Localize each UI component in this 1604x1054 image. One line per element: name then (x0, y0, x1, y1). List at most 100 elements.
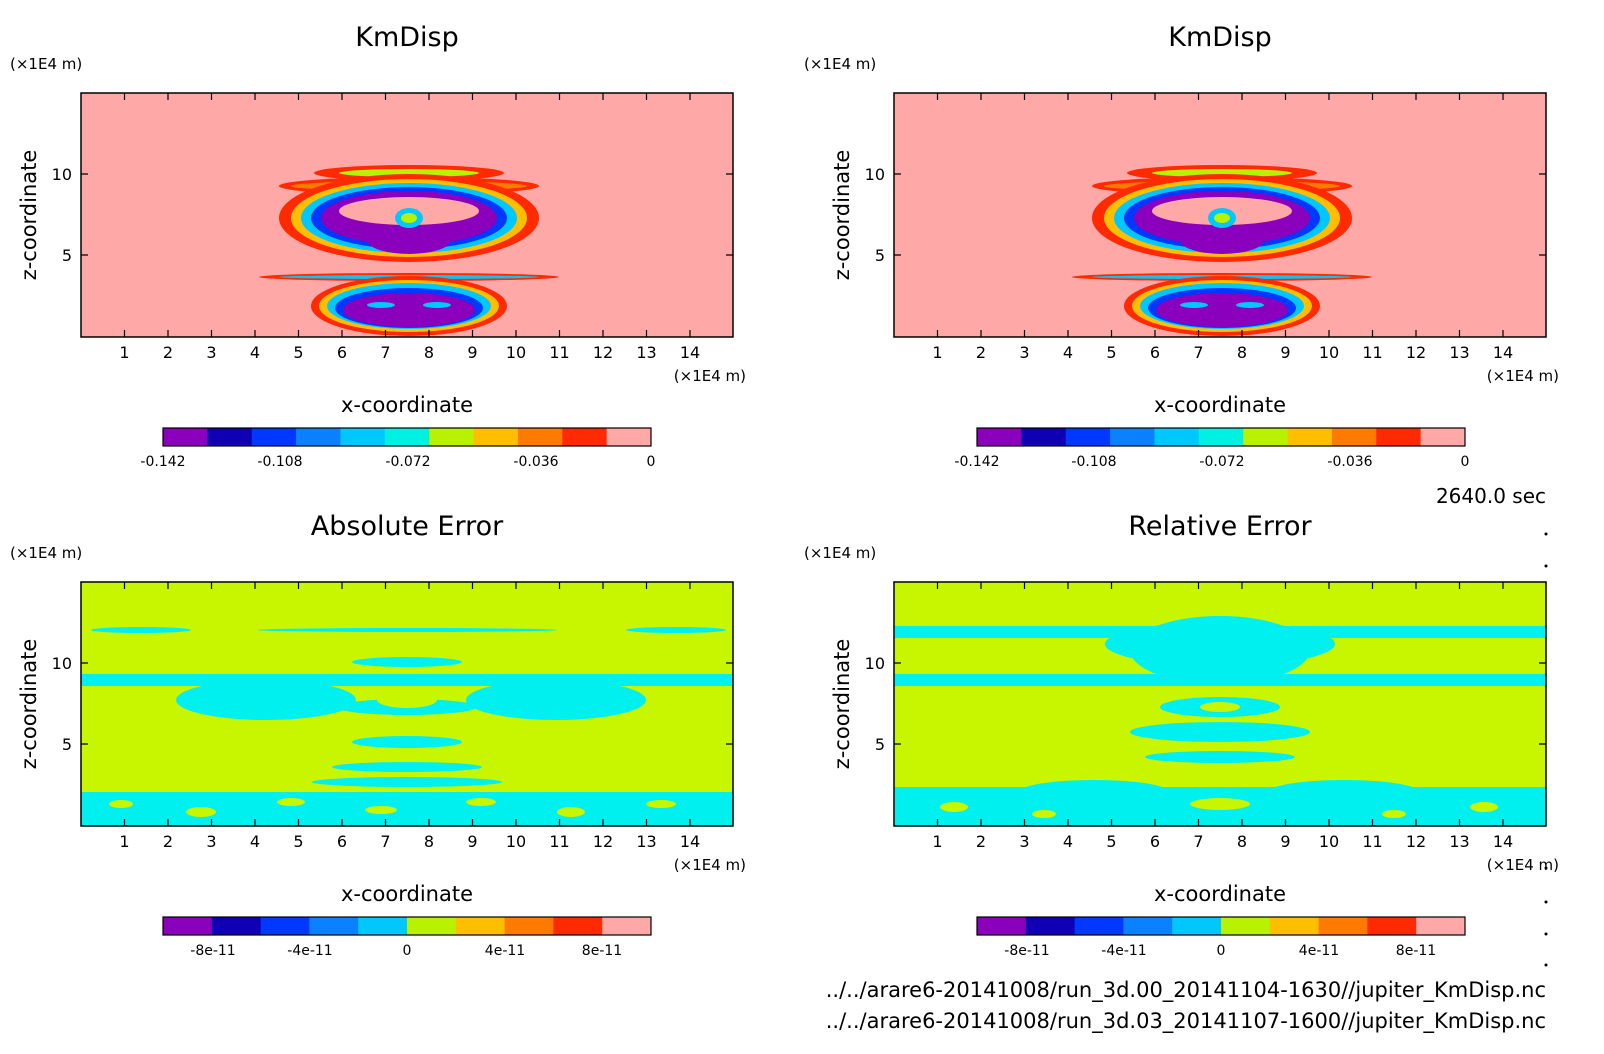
colorbar-frame (162, 427, 652, 447)
x-axis-label: x-coordinate (1154, 393, 1286, 417)
colorbar-swatch (1198, 428, 1244, 446)
colorbar-swatches (976, 916, 1466, 936)
x-tick-label: 13 (636, 343, 656, 362)
colorbar-swatch (977, 917, 1027, 935)
y-tick-label: 5 (62, 246, 72, 265)
y-tick-label: 5 (875, 246, 885, 265)
y-axis-label: z-coordinate (830, 639, 854, 770)
x-tick-label: 7 (1193, 343, 1203, 362)
colorbar-tick-label: -0.036 (513, 454, 558, 470)
colorbar-tick-label: -0.072 (1199, 454, 1244, 470)
colorbar-swatch (1331, 428, 1377, 446)
y-tick-label: 10 (865, 654, 885, 673)
x-tick-label: 9 (467, 343, 477, 362)
colorbar-swatch (1172, 917, 1222, 935)
x-tick-label: 6 (1150, 343, 1160, 362)
x-tick-label: 6 (337, 832, 347, 851)
panel-kmdisp-left: KmDisp (×1E4 m) (10, 22, 746, 470)
x-tick-label: 10 (506, 832, 526, 851)
colorbar-tick-label: -8e-11 (1004, 943, 1049, 959)
colorbar-tick-label: -0.108 (257, 454, 302, 470)
colorbar-swatch (1269, 917, 1320, 935)
y-axis-label: z-coordinate (17, 639, 41, 770)
x-tick-label: 10 (1319, 343, 1339, 362)
colorbar-frame (976, 427, 1466, 447)
colorbar-swatch (429, 428, 475, 446)
colorbar-swatch (1021, 428, 1067, 446)
x-tick-label: 2 (976, 343, 986, 362)
x-tick-label: 2 (163, 832, 173, 851)
colorbar-swatch (455, 917, 506, 935)
colorbar-swatch (517, 428, 563, 446)
colorbar-tick-label: 0 (1461, 454, 1470, 470)
margin-dots (1544, 532, 1548, 967)
x-tick-label: 10 (1319, 832, 1339, 851)
chart-title: Relative Error (1128, 511, 1312, 542)
x-unit-label: (×1E4 m) (1487, 856, 1559, 874)
colorbar-swatch (296, 428, 341, 446)
x-tick-label: 12 (1406, 832, 1426, 851)
x-axis-label: x-coordinate (1154, 882, 1286, 906)
colorbar-swatch (602, 917, 652, 935)
panel-relative-error: Relative Error (×1E4 m) (804, 511, 1559, 959)
x-tick-label: 12 (593, 343, 613, 362)
y-unit-label: (×1E4 m) (10, 55, 82, 73)
colorbar-swatch (473, 428, 519, 446)
x-tick-label: 5 (1106, 832, 1116, 851)
x-tick-label: 6 (1150, 832, 1160, 851)
colorbar-swatch (163, 917, 213, 935)
colorbar-swatches (162, 916, 652, 936)
colorbar-tick-label: -0.142 (954, 454, 999, 470)
y-tick-label: 10 (865, 165, 885, 184)
colorbar-tick-label: -0.072 (385, 454, 430, 470)
x-unit-label: (×1E4 m) (674, 856, 746, 874)
x-tick-label: 14 (680, 832, 700, 851)
x-tick-label: 11 (549, 832, 569, 851)
x-tick-label: 10 (506, 343, 526, 362)
colorbar-swatch (1221, 917, 1271, 935)
x-tick-label: 2 (163, 343, 173, 362)
x-tick-label: 8 (1237, 343, 1247, 362)
colorbar-swatch (606, 428, 652, 446)
colorbar-swatch (1376, 428, 1422, 446)
colorbar: -0.142 -0.108 -0.072 -0.036 0 (140, 427, 655, 470)
y-axis-label: z-coordinate (17, 150, 41, 281)
colorbar-swatch (1367, 917, 1417, 935)
x-tick-label: 9 (1280, 832, 1290, 851)
colorbar-frame (976, 916, 1466, 936)
x-tick-label: 5 (293, 343, 303, 362)
x-tick-label: 1 (932, 343, 942, 362)
colorbar-swatch (1025, 917, 1076, 935)
file-path-2: ../../arare6-20141008/run_3d.03_20141107… (826, 1009, 1546, 1034)
colorbar-swatch (553, 917, 603, 935)
x-axis-label: x-coordinate (341, 882, 473, 906)
colorbar-tick-label: -0.036 (1327, 454, 1372, 470)
plot-frame (893, 581, 1547, 827)
colorbar-swatch (207, 428, 253, 446)
x-tick-label: 13 (1449, 343, 1469, 362)
plot-frame (80, 92, 734, 338)
x-tick-label: 1 (119, 832, 129, 851)
colorbar-tick-label: 8e-11 (582, 943, 622, 959)
x-tick-label: 2 (976, 832, 986, 851)
contour-field (1072, 165, 1372, 336)
x-tick-label: 6 (337, 343, 347, 362)
y-unit-label: (×1E4 m) (804, 544, 876, 562)
colorbar-swatch (504, 917, 554, 935)
x-unit-label: (×1E4 m) (674, 367, 746, 385)
plot-frame (80, 581, 734, 827)
colorbar-swatch (1123, 917, 1173, 935)
colorbar-swatch (1416, 917, 1466, 935)
colorbar: -0.142 -0.108 -0.072 -0.036 0 (954, 427, 1470, 470)
colorbar-swatch (1420, 428, 1466, 446)
colorbar-swatch (1243, 428, 1289, 446)
x-tick-label: 5 (293, 832, 303, 851)
x-tick-label: 3 (206, 343, 216, 362)
x-tick-label: 14 (1493, 832, 1513, 851)
colorbar-tick-label: -4e-11 (1101, 943, 1146, 959)
colorbar-swatch (358, 917, 408, 935)
colorbar-tick-label: 4e-11 (1299, 943, 1339, 959)
contour-field (259, 165, 559, 336)
colorbar-swatch (562, 428, 608, 446)
